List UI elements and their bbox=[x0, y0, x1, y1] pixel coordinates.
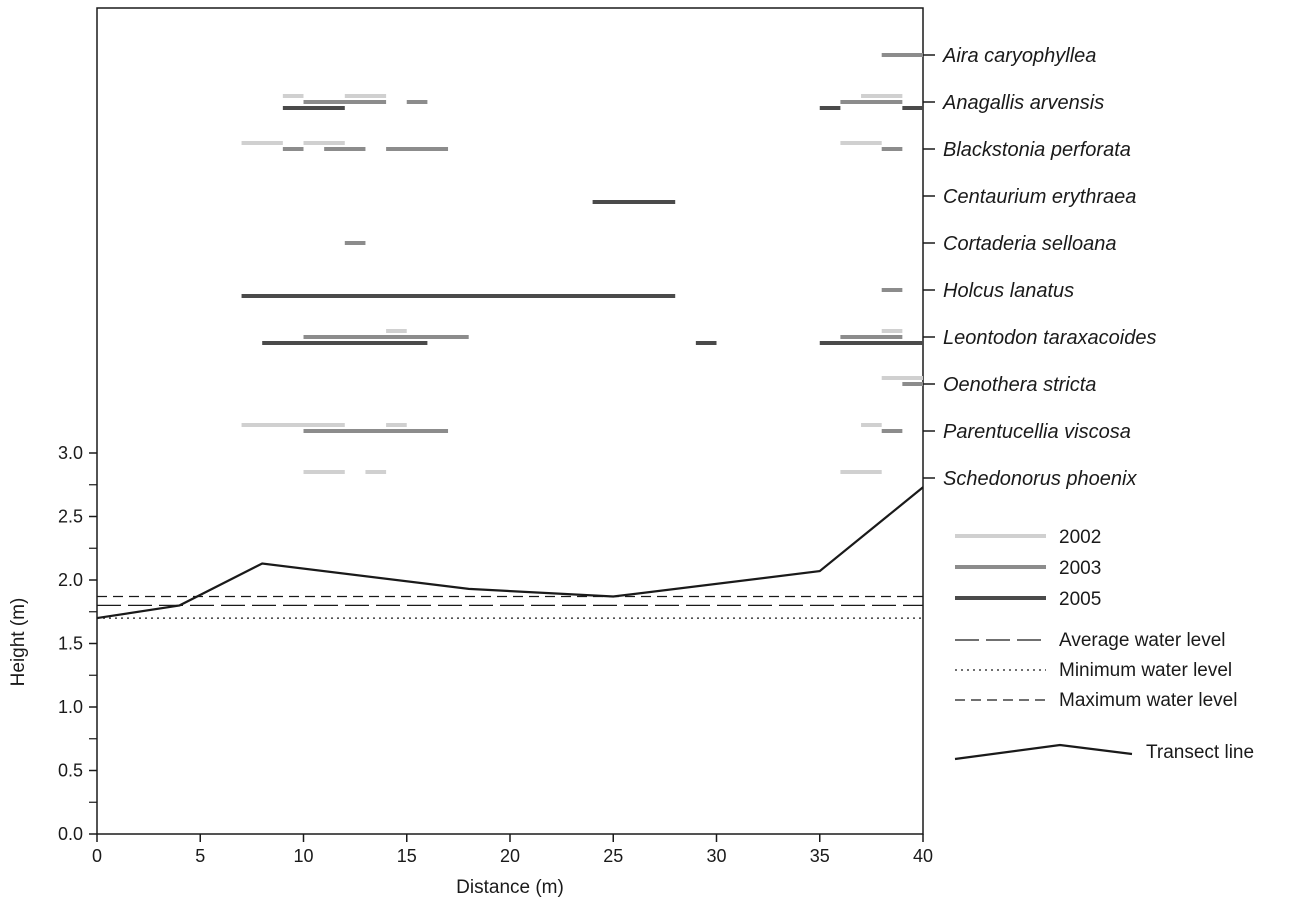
species-axis: Aira caryophyllea Anagallis arvensis Black… bbox=[923, 45, 1157, 490]
y-tick-label: 0.5 bbox=[58, 761, 83, 781]
x-tick-label: 20 bbox=[500, 846, 520, 866]
x-axis: 0 5 10 15 20 25 30 35 40 bbox=[92, 834, 933, 866]
x-tick-label: 40 bbox=[913, 846, 933, 866]
y-tick-label: 2.0 bbox=[58, 570, 83, 590]
x-axis-title: Distance (m) bbox=[456, 877, 564, 898]
legend-label: Minimum water level bbox=[1059, 660, 1232, 681]
legend-label: Maximum water level bbox=[1059, 690, 1237, 711]
x-tick-label: 30 bbox=[706, 846, 726, 866]
x-tick-label: 10 bbox=[293, 846, 313, 866]
x-tick-label: 15 bbox=[397, 846, 417, 866]
species-label: Oenothera stricta bbox=[943, 374, 1096, 396]
transect-polyline bbox=[96, 486, 924, 620]
y-tick-label: 1.0 bbox=[58, 697, 83, 717]
species-label: Aira caryophyllea bbox=[942, 45, 1096, 67]
water-level-lines bbox=[97, 595, 923, 619]
species-label: Cortaderia selloana bbox=[943, 233, 1116, 255]
y-axis: 0.0 0.5 1.0 1.5 2.0 2.5 3.0 bbox=[58, 443, 97, 844]
legend-label: 2003 bbox=[1059, 558, 1101, 579]
legend-label: Transect line bbox=[1146, 742, 1254, 763]
legend-label: 2002 bbox=[1059, 527, 1101, 548]
legend-swatch-transect bbox=[954, 743, 1133, 761]
y-tick-label: 1.5 bbox=[58, 634, 83, 654]
transect-line bbox=[96, 486, 924, 620]
x-tick-label: 35 bbox=[810, 846, 830, 866]
species-label: Parentucellia viscosa bbox=[943, 421, 1131, 443]
y-tick-label: 2.5 bbox=[58, 507, 83, 527]
legend-label: 2005 bbox=[1059, 589, 1101, 610]
y-tick-label: 0.0 bbox=[58, 824, 83, 844]
plot-frame bbox=[96, 7, 924, 835]
species-label: Anagallis arvensis bbox=[942, 92, 1104, 114]
legend-label: Average water level bbox=[1059, 630, 1226, 651]
x-tick-label: 0 bbox=[92, 846, 102, 866]
legend: 2002 2003 2005 Average water level Minimum w… bbox=[954, 527, 1254, 763]
species-label: Schedonorus phoenix bbox=[943, 468, 1137, 490]
x-tick-label: 5 bbox=[195, 846, 205, 866]
species-label: Centaurium erythraea bbox=[943, 186, 1136, 208]
x-tick-label: 25 bbox=[603, 846, 623, 866]
species-bars bbox=[241, 53, 923, 474]
y-axis-title: Height (m) bbox=[8, 598, 29, 687]
species-label: Holcus lanatus bbox=[943, 280, 1074, 302]
species-label: Leontodon taraxacoides bbox=[943, 327, 1157, 349]
y-tick-label: 3.0 bbox=[58, 443, 83, 463]
species-label: Blackstonia perforata bbox=[943, 139, 1131, 161]
